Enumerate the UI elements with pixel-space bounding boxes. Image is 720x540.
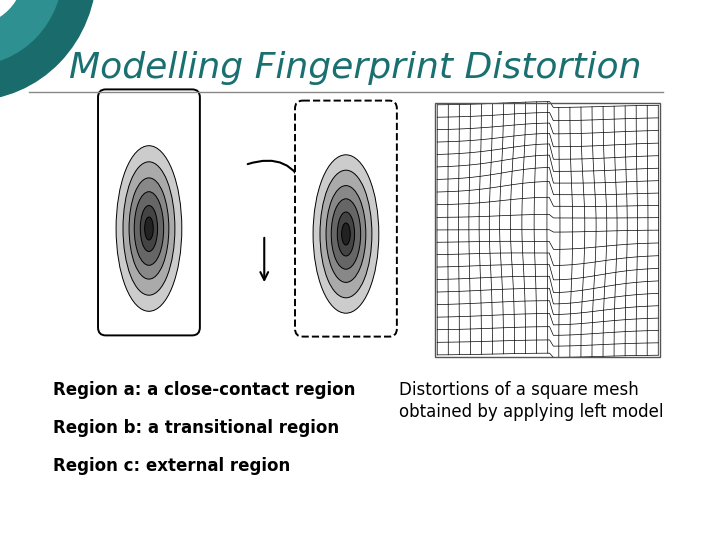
Ellipse shape [116, 146, 182, 311]
Text: Region b: a transitional region: Region b: a transitional region [53, 419, 339, 437]
Text: obtained by applying left model: obtained by applying left model [399, 403, 663, 421]
Ellipse shape [145, 217, 153, 240]
Ellipse shape [134, 192, 163, 265]
Circle shape [0, 0, 96, 100]
Text: Region a: a close-contact region: Region a: a close-contact region [53, 381, 355, 399]
FancyBboxPatch shape [295, 100, 397, 336]
Ellipse shape [320, 170, 372, 298]
Ellipse shape [326, 186, 366, 282]
Circle shape [0, 0, 63, 65]
Ellipse shape [313, 155, 379, 313]
Text: Distortions of a square mesh: Distortions of a square mesh [399, 381, 639, 399]
Bar [436, 103, 660, 357]
Text: Region c: external region: Region c: external region [53, 457, 290, 475]
Circle shape [0, 0, 24, 25]
Ellipse shape [331, 199, 361, 269]
Ellipse shape [123, 162, 175, 295]
Ellipse shape [140, 206, 158, 252]
Ellipse shape [341, 223, 350, 245]
Ellipse shape [129, 178, 168, 279]
Ellipse shape [337, 212, 354, 256]
FancyBboxPatch shape [98, 90, 200, 335]
Text: Modelling Fingerprint Distortion: Modelling Fingerprint Distortion [69, 51, 642, 85]
